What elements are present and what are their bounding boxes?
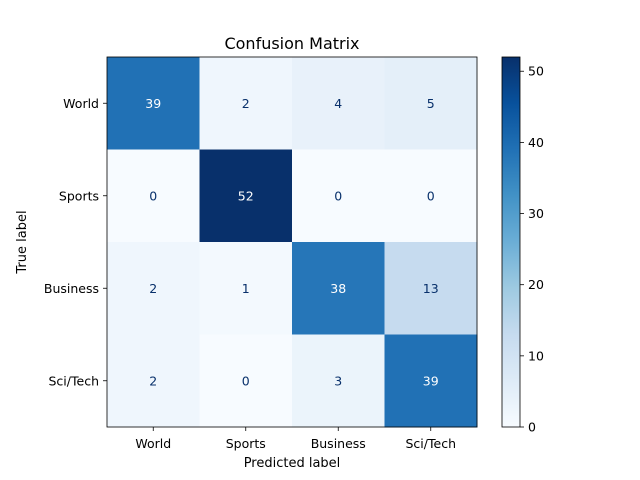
x-tick-label: Sci/Tech: [406, 436, 457, 451]
cell-value-label: 5: [427, 96, 435, 111]
y-axis-label: True label: [15, 210, 30, 274]
cell-value-label: 38: [330, 281, 346, 296]
heatmap-cell: [199, 149, 293, 243]
heatmap-cell: [292, 149, 385, 243]
heatmap-cell: [292, 242, 385, 335]
heatmap-cell: [292, 334, 385, 428]
x-axis-label: Predicted label: [244, 456, 341, 471]
heatmap-cell: [199, 242, 293, 335]
cell-value-label: 3: [334, 373, 342, 388]
colorbar-tick-label: 10: [528, 348, 544, 363]
heatmap-cell: [107, 57, 200, 150]
heatmap-cell: [107, 242, 200, 335]
y-tick-label: World: [63, 96, 99, 111]
colorbar-tick-label: 20: [528, 277, 544, 292]
heatmap-cell: [292, 57, 385, 150]
colorbar-tick-label: 40: [528, 135, 544, 150]
y-tick-label: Business: [44, 281, 99, 296]
plot-frame: [106, 56, 478, 428]
heatmap-cell: [384, 334, 478, 428]
colorbar-tick-label: 50: [528, 64, 544, 79]
cell-value-label: 2: [149, 373, 157, 388]
heatmap-cell-labels: 39 2 4 5 0 52 0 0 2 1 38 13 2 0 3 39: [145, 96, 438, 389]
heatmap-cell: [384, 149, 478, 243]
y-tick-label: Sports: [59, 188, 99, 203]
cell-value-label: 52: [238, 188, 254, 203]
heatmap-cell: [199, 334, 293, 428]
y-axis-ticks: World Sports Business Sci/Tech: [44, 96, 107, 388]
cell-value-label: 13: [423, 281, 439, 296]
colorbar-tick-label: 30: [528, 206, 544, 221]
x-tick-label: Sports: [226, 436, 266, 451]
colorbar-tick-label: 0: [528, 420, 536, 435]
colorbar-ticks: 0 10 20 30 40 50: [520, 64, 544, 435]
x-axis-ticks: World Sports Business Sci/Tech: [135, 427, 456, 451]
heatmap-cells: [107, 57, 478, 428]
heatmap-cell: [107, 334, 200, 428]
cell-value-label: 0: [242, 373, 250, 388]
heatmap-cell: [107, 149, 200, 243]
cell-value-label: 39: [423, 373, 439, 388]
cell-value-label: 4: [334, 96, 342, 111]
chart-title: Confusion Matrix: [224, 34, 359, 53]
cell-value-label: 2: [242, 96, 250, 111]
y-tick-label: Sci/Tech: [49, 373, 100, 388]
x-tick-label: World: [135, 436, 171, 451]
cell-value-label: 2: [149, 281, 157, 296]
cell-value-label: 39: [145, 96, 161, 111]
heatmap-cell: [384, 57, 478, 150]
cell-value-label: 0: [149, 188, 157, 203]
x-tick-label: Business: [311, 436, 366, 451]
colorbar: [501, 56, 521, 428]
cell-value-label: 0: [427, 188, 435, 203]
heatmap-cell: [384, 242, 478, 335]
cell-value-label: 1: [242, 281, 250, 296]
cell-value-label: 0: [334, 188, 342, 203]
heatmap-cell: [199, 57, 293, 150]
